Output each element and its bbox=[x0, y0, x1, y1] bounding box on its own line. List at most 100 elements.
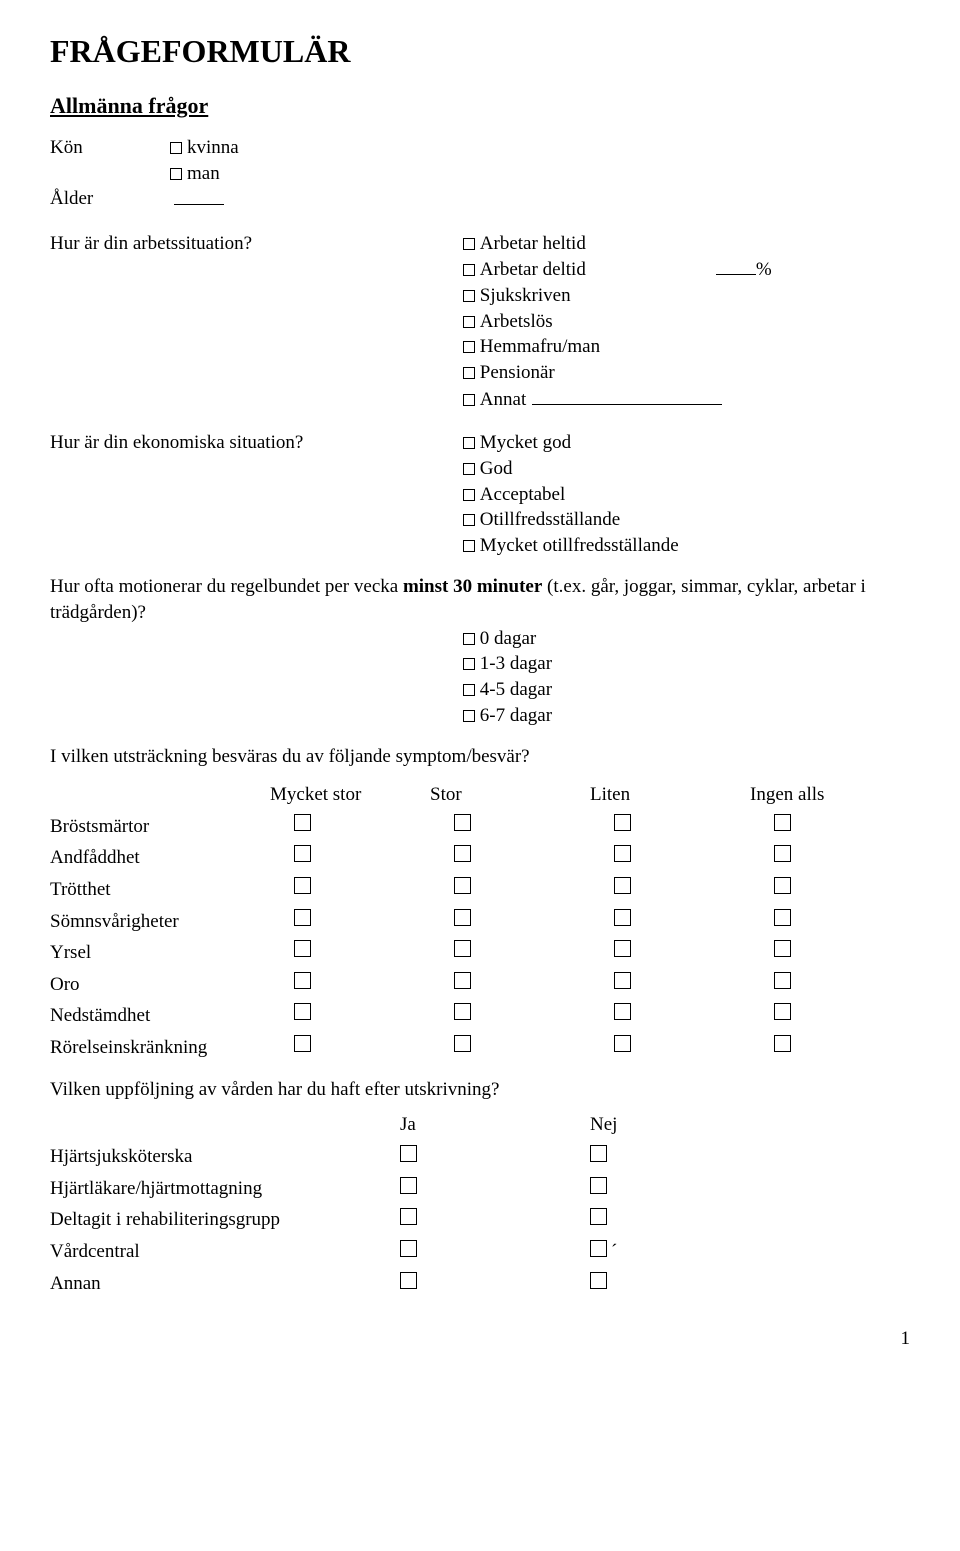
checkbox-icon[interactable] bbox=[463, 633, 475, 645]
checkbox-icon[interactable] bbox=[400, 1240, 417, 1257]
econ-option-unsatisfactory[interactable]: Otillfredsställande bbox=[463, 507, 910, 533]
checkbox-icon[interactable] bbox=[614, 1003, 631, 1020]
checkbox-icon[interactable] bbox=[774, 1003, 791, 1020]
checkbox-icon[interactable] bbox=[463, 684, 475, 696]
checkbox-icon[interactable] bbox=[294, 845, 311, 862]
checkbox-icon[interactable] bbox=[590, 1240, 607, 1257]
checkbox-icon[interactable] bbox=[294, 877, 311, 894]
work-other-line[interactable] bbox=[532, 386, 722, 405]
checkbox-icon[interactable] bbox=[614, 1035, 631, 1052]
checkbox-icon[interactable] bbox=[400, 1208, 417, 1225]
checkbox-icon[interactable] bbox=[454, 877, 471, 894]
fu-row-label: Hjärtläkare/hjärtmottagning bbox=[50, 1176, 400, 1202]
checkbox-icon[interactable] bbox=[590, 1208, 607, 1225]
work-option-other[interactable]: Annat bbox=[463, 386, 910, 413]
checkbox-icon[interactable] bbox=[463, 710, 475, 722]
checkbox-icon[interactable] bbox=[454, 940, 471, 957]
work-question: Hur är din arbetssituation? bbox=[50, 231, 463, 412]
checkbox-icon[interactable] bbox=[400, 1177, 417, 1194]
checkbox-icon[interactable] bbox=[463, 437, 475, 449]
checkbox-icon[interactable] bbox=[463, 463, 475, 475]
checkbox-icon[interactable] bbox=[294, 909, 311, 926]
exercise-option-1-3[interactable]: 1-3 dagar bbox=[463, 651, 910, 677]
gender-option-female[interactable]: kvinna bbox=[170, 135, 910, 161]
checkbox-icon[interactable] bbox=[774, 972, 791, 989]
checkbox-icon[interactable] bbox=[454, 909, 471, 926]
checkbox-icon[interactable] bbox=[774, 909, 791, 926]
checkbox-icon[interactable] bbox=[400, 1145, 417, 1162]
exercise-option-6-7[interactable]: 6-7 dagar bbox=[463, 703, 910, 729]
checkbox-icon[interactable] bbox=[294, 972, 311, 989]
page-title: FRÅGEFORMULÄR bbox=[50, 30, 910, 73]
checkbox-icon[interactable] bbox=[294, 814, 311, 831]
checkbox-icon[interactable] bbox=[454, 1003, 471, 1020]
checkbox-icon[interactable] bbox=[463, 394, 475, 406]
checkbox-icon[interactable] bbox=[463, 540, 475, 552]
work-option-sickleave[interactable]: Sjukskriven bbox=[463, 283, 910, 309]
checkbox-icon[interactable] bbox=[463, 489, 475, 501]
checkbox-icon[interactable] bbox=[590, 1145, 607, 1162]
option-label: Annat bbox=[480, 387, 526, 413]
checkbox-icon[interactable] bbox=[454, 814, 471, 831]
checkbox-icon[interactable] bbox=[774, 1035, 791, 1052]
checkbox-icon[interactable] bbox=[614, 909, 631, 926]
checkbox-icon[interactable] bbox=[454, 972, 471, 989]
gender-option-male[interactable]: man bbox=[170, 161, 910, 187]
checkbox-icon[interactable] bbox=[614, 877, 631, 894]
sym-row-label: Andfåddhet bbox=[50, 845, 270, 871]
work-option-retired[interactable]: Pensionär bbox=[463, 360, 910, 386]
checkbox-icon[interactable] bbox=[463, 316, 475, 328]
checkbox-icon[interactable] bbox=[463, 367, 475, 379]
checkbox-icon[interactable] bbox=[614, 845, 631, 862]
age-label: Ålder bbox=[50, 186, 170, 213]
age-input-line[interactable] bbox=[174, 186, 224, 205]
checkbox-icon[interactable] bbox=[294, 940, 311, 957]
checkbox-icon[interactable] bbox=[294, 1003, 311, 1020]
checkbox-icon[interactable] bbox=[463, 290, 475, 302]
work-block: Hur är din arbetssituation? Arbetar helt… bbox=[50, 231, 910, 412]
econ-option-acceptable[interactable]: Acceptabel bbox=[463, 482, 910, 508]
checkbox-icon[interactable] bbox=[590, 1177, 607, 1194]
checkbox-icon[interactable] bbox=[463, 238, 475, 250]
work-option-homemaker[interactable]: Hemmafru/man bbox=[463, 334, 910, 360]
followup-head-no: Nej bbox=[590, 1112, 780, 1138]
checkbox-icon[interactable] bbox=[774, 940, 791, 957]
checkbox-icon[interactable] bbox=[774, 877, 791, 894]
exercise-option-0[interactable]: 0 dagar bbox=[463, 626, 910, 652]
checkbox-icon[interactable] bbox=[463, 514, 475, 526]
exercise-option-4-5[interactable]: 4-5 dagar bbox=[463, 677, 910, 703]
option-label: kvinna bbox=[187, 135, 239, 161]
option-label: Mycket otillfredsställande bbox=[480, 533, 679, 559]
page-number: 1 bbox=[50, 1326, 910, 1352]
checkbox-icon[interactable] bbox=[774, 845, 791, 862]
checkbox-icon[interactable] bbox=[614, 940, 631, 957]
parttime-percent-line[interactable] bbox=[716, 256, 756, 275]
option-label: Mycket god bbox=[480, 430, 571, 456]
checkbox-icon[interactable] bbox=[463, 264, 475, 276]
followup-question: Vilken uppföljning av vården har du haft… bbox=[50, 1077, 910, 1103]
option-label: Sjukskriven bbox=[480, 283, 571, 309]
work-option-fulltime[interactable]: Arbetar heltid bbox=[463, 231, 910, 257]
work-option-unemployed[interactable]: Arbetslös bbox=[463, 309, 910, 335]
checkbox-icon[interactable] bbox=[400, 1272, 417, 1289]
checkbox-icon[interactable] bbox=[774, 814, 791, 831]
checkbox-icon[interactable] bbox=[614, 972, 631, 989]
sym-row-label: Trötthet bbox=[50, 877, 270, 903]
sym-row-label: Nedstämdhet bbox=[50, 1003, 270, 1029]
econ-option-good[interactable]: God bbox=[463, 456, 910, 482]
checkbox-icon[interactable] bbox=[294, 1035, 311, 1052]
checkbox-icon[interactable] bbox=[614, 814, 631, 831]
checkbox-icon[interactable] bbox=[463, 658, 475, 670]
econ-option-veryunsatisfactory[interactable]: Mycket otillfredsställande bbox=[463, 533, 910, 559]
checkbox-icon[interactable] bbox=[454, 1035, 471, 1052]
checkbox-icon[interactable] bbox=[454, 845, 471, 862]
checkbox-icon[interactable] bbox=[170, 168, 182, 180]
checkbox-icon[interactable] bbox=[463, 341, 475, 353]
work-option-parttime[interactable]: Arbetar deltid% bbox=[463, 256, 910, 283]
checkbox-icon[interactable] bbox=[590, 1272, 607, 1289]
sym-head-1: Mycket stor bbox=[270, 782, 430, 808]
checkbox-icon[interactable] bbox=[170, 142, 182, 154]
econ-block: Hur är din ekonomiska situation? Mycket … bbox=[50, 430, 910, 558]
econ-option-verygood[interactable]: Mycket god bbox=[463, 430, 910, 456]
sym-head-3: Liten bbox=[590, 782, 750, 808]
